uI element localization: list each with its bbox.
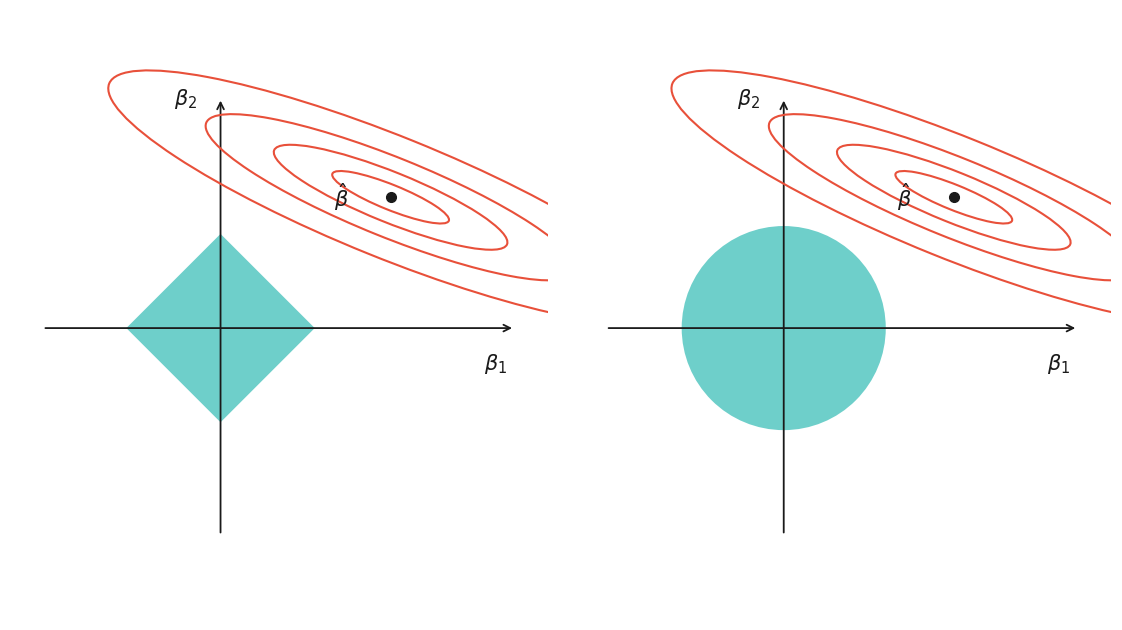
Text: $\beta_2$: $\beta_2$	[737, 87, 761, 111]
Polygon shape	[127, 234, 315, 422]
Text: $\hat{\beta}$: $\hat{\beta}$	[334, 181, 349, 213]
Text: $\beta_1$: $\beta_1$	[484, 352, 507, 375]
Circle shape	[682, 226, 885, 430]
Text: $\hat{\beta}$: $\hat{\beta}$	[898, 181, 912, 213]
Text: $\beta_1$: $\beta_1$	[1047, 352, 1070, 375]
Text: $\beta_2$: $\beta_2$	[174, 87, 197, 111]
